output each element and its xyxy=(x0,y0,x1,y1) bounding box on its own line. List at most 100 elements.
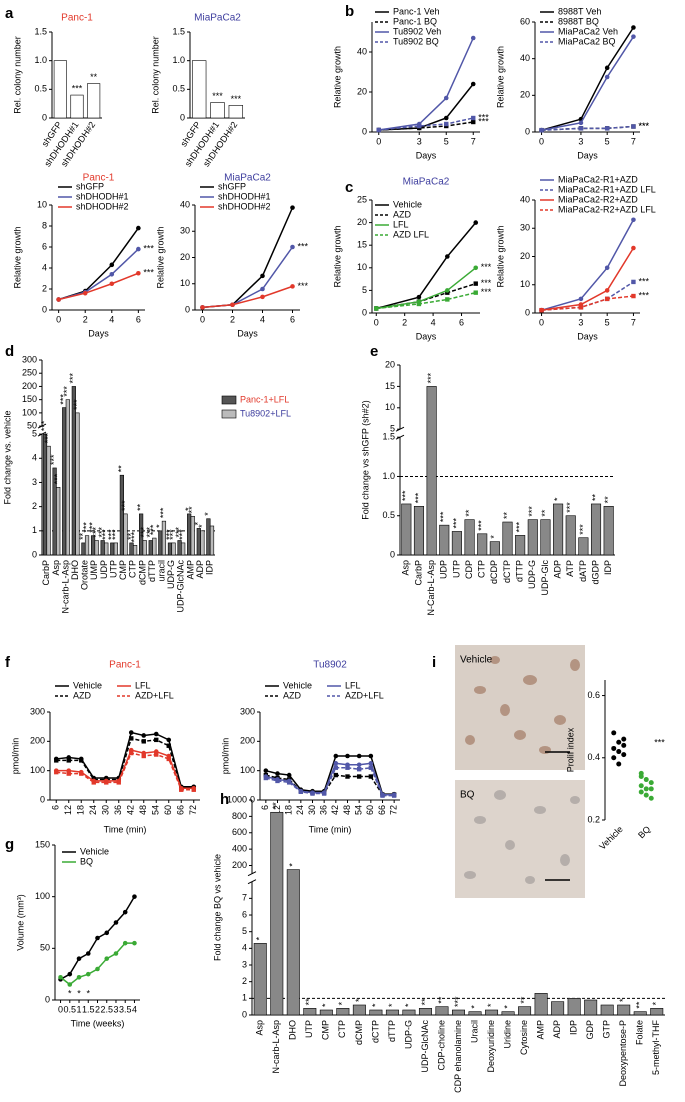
x-axis-label: Days xyxy=(416,150,437,160)
significance-label: *** xyxy=(654,737,665,747)
line-series xyxy=(541,247,635,311)
x-tick-label: N-carb-L-Asp xyxy=(271,1020,281,1074)
x-tick-label: IDP xyxy=(205,560,215,575)
bar xyxy=(56,486,61,556)
significance-label: *** xyxy=(158,507,168,518)
bar xyxy=(553,503,564,556)
significance-label: * xyxy=(87,988,91,998)
significance-label: ** xyxy=(603,496,613,504)
panel-letter: i xyxy=(432,654,436,671)
marker xyxy=(631,217,636,223)
marker xyxy=(286,772,292,778)
significance-label: * xyxy=(288,863,298,867)
x-tick-label: 0 xyxy=(539,317,544,327)
data-point xyxy=(648,780,654,786)
marker xyxy=(443,115,449,121)
x-tick-label: Uridine xyxy=(502,1020,512,1049)
significance-label: *** xyxy=(72,83,83,93)
line-series xyxy=(202,246,294,309)
x-tick-label: 0 xyxy=(56,314,61,324)
x-tick-label: dCTP xyxy=(502,560,512,583)
x-tick-label: Vehicle xyxy=(597,824,625,852)
marker xyxy=(416,301,422,307)
chart-title: Panc-1 xyxy=(109,660,141,671)
x-axis-label: Days xyxy=(416,331,437,341)
bar xyxy=(167,542,173,556)
y-axis-label: Rel. colony number xyxy=(150,36,160,114)
marker xyxy=(470,35,476,41)
bar xyxy=(53,60,67,119)
x-tick-label: UDP-Glc xyxy=(540,560,550,596)
bar xyxy=(336,1008,350,1016)
significance-label: * xyxy=(337,1001,347,1005)
marker xyxy=(356,774,362,779)
data-point xyxy=(611,745,617,751)
significance-label: *** xyxy=(91,526,101,537)
significance-label: *** xyxy=(174,526,184,537)
significance-label: *** xyxy=(143,243,154,253)
marker xyxy=(356,753,362,759)
x-tick-label: 2 xyxy=(95,1004,100,1014)
bar xyxy=(452,1009,465,1016)
x-tick-label: UTP xyxy=(304,1020,314,1038)
bar xyxy=(418,1008,432,1016)
marker xyxy=(578,120,584,126)
bar xyxy=(270,811,284,1016)
marker xyxy=(153,731,159,737)
marker xyxy=(166,756,171,762)
significance-label: *** xyxy=(101,529,111,540)
panel-letter: f xyxy=(5,654,11,671)
y-tick-label: 15 xyxy=(357,240,367,250)
bar xyxy=(253,943,267,1016)
significance-label: ** xyxy=(519,996,529,1004)
significance-label: * xyxy=(403,1003,413,1007)
marker xyxy=(95,935,100,941)
bar xyxy=(62,407,67,556)
y-tick-label: 100 xyxy=(22,407,37,417)
significance-label: * xyxy=(155,524,165,528)
significance-label: *** xyxy=(478,112,489,122)
significance-label: *** xyxy=(298,281,309,291)
y-tick-label: 200 xyxy=(22,381,37,391)
marker xyxy=(109,272,115,277)
legend-label: LFL xyxy=(345,680,361,690)
significance-label: *** xyxy=(481,287,492,297)
marker xyxy=(136,225,141,231)
significance-label: *** xyxy=(62,386,72,397)
y-tick-label: 0.5 xyxy=(382,510,395,520)
significance-label: ** xyxy=(187,506,197,514)
marker xyxy=(578,126,584,131)
x-tick-label: 3.5 xyxy=(119,1004,132,1014)
y-tick-label: 3 xyxy=(242,959,247,969)
marker xyxy=(132,940,137,946)
significance-label: *** xyxy=(638,276,649,286)
line-series xyxy=(541,295,634,311)
marker xyxy=(116,780,121,785)
significance-label: * xyxy=(203,512,213,516)
significance-label: ** xyxy=(135,503,145,511)
x-tick-label: 4 xyxy=(132,1004,137,1014)
marker xyxy=(275,778,280,784)
significance-label: * xyxy=(486,1003,496,1007)
bar xyxy=(286,869,300,1016)
marker xyxy=(76,974,82,980)
x-tick-label: 18 xyxy=(76,805,86,815)
y-tick-label: 0 xyxy=(40,794,45,804)
y-tick-label: 20 xyxy=(357,86,367,96)
line-series xyxy=(376,267,477,310)
bar xyxy=(206,518,211,556)
marker xyxy=(471,115,476,121)
x-tick-label: 2 xyxy=(83,314,88,324)
x-tick-label: 5 xyxy=(605,136,610,146)
x-tick-label: UDP-G xyxy=(403,1020,413,1049)
significance-label: *** xyxy=(110,529,120,540)
y-tick-label: 0 xyxy=(525,307,530,317)
marker xyxy=(333,772,339,778)
bar xyxy=(90,535,96,556)
marker xyxy=(79,771,84,776)
x-tick-label: 4 xyxy=(109,314,114,324)
bar xyxy=(152,537,157,556)
x-tick-label: ATP xyxy=(565,560,575,577)
x-axis-label: Days xyxy=(577,150,598,160)
y-tick-label: 0.5 xyxy=(34,84,47,94)
